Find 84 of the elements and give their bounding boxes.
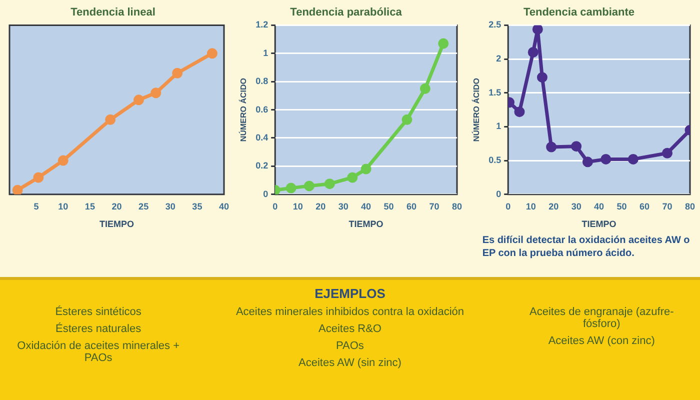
x-axis-title: TIEMPO: [348, 219, 384, 230]
y-tick-label: 1.2: [256, 20, 268, 30]
y-tick-label: 0: [263, 188, 268, 199]
point: [438, 38, 449, 49]
x-tick-label: 40: [218, 201, 229, 212]
point: [600, 154, 612, 164]
x-tick-label: 0: [506, 201, 511, 212]
point: [12, 184, 22, 194]
point: [206, 48, 218, 59]
point: [537, 72, 548, 83]
x-tick-label: 60: [640, 201, 650, 212]
x-tick-label: 50: [384, 201, 394, 212]
x-tick-label: 5: [33, 201, 38, 212]
x-tick-label: 30: [572, 201, 582, 212]
point: [347, 172, 358, 183]
point: [662, 148, 673, 158]
point: [172, 68, 182, 78]
y-tick-label: 1: [496, 121, 502, 132]
x-tick-label: 20: [548, 201, 559, 212]
chart-title: Tendencia parabólica: [290, 6, 403, 19]
text: Aceites AW (con zinc): [547, 335, 656, 347]
point: [402, 114, 412, 125]
text: EJEMPLOS: [314, 286, 386, 301]
text: Ésteres sintéticos: [54, 306, 142, 318]
x-tick-label: 80: [685, 201, 696, 212]
point: [514, 106, 526, 118]
y-tick-label: 0.8: [256, 76, 268, 86]
x-tick-label: 30: [165, 201, 176, 212]
point: [32, 172, 44, 183]
point: [628, 154, 639, 164]
point: [133, 94, 144, 106]
x-tick-label: 20: [316, 201, 326, 212]
x-tick-label: 0: [272, 201, 278, 212]
text: Aceites R&O: [318, 323, 382, 335]
x-tick-label: 35: [192, 201, 202, 212]
y-tick-label: 1.5: [488, 87, 502, 98]
y-tick-label: 0.2: [256, 160, 268, 171]
y-tick-label: 0.4: [256, 132, 268, 142]
text: Aceites minerales inhibidos contra la oxidación: [234, 306, 466, 318]
x-tick-label: 25: [138, 201, 148, 212]
y-tick-label: 2: [496, 54, 502, 64]
text: Es difícil detectar la oxidación aceites AW o EP con la prueba número ácido.: [481, 234, 691, 260]
chart-title: Tendencia lineal: [70, 6, 156, 19]
y-tick-label: 0.6: [256, 104, 268, 114]
x-tick-label: 80: [452, 201, 462, 212]
text: Ésteres naturales: [54, 323, 142, 335]
x-tick-label: 70: [429, 201, 440, 212]
point: [150, 88, 161, 98]
x-tick-label: 10: [58, 201, 68, 212]
y-tick-label: 1: [263, 48, 268, 58]
point: [571, 141, 582, 152]
y-tick-label: 0.5: [488, 155, 502, 166]
point: [324, 178, 335, 190]
chart-title: Tendencia cambiante: [524, 6, 635, 19]
x-tick-label: 10: [292, 201, 303, 212]
point: [104, 114, 116, 125]
point: [532, 25, 544, 35]
point: [582, 156, 594, 168]
x-tick-label: 15: [84, 201, 95, 212]
x-axis-title: TIEMPO: [582, 219, 617, 230]
text: PAOs: [335, 340, 365, 352]
point: [360, 164, 372, 174]
text: Aceites de engranaje (azufre-fósforo): [528, 306, 675, 330]
text: Oxidación de aceites minerales + PAOs: [16, 340, 180, 364]
x-tick-label: 60: [406, 201, 417, 212]
y-axis-title: NÚMERO ÁCIDO: [238, 78, 248, 142]
x-tick-label: 40: [361, 201, 372, 212]
y-tick-label: 0: [496, 188, 502, 199]
x-tick-label: 20: [111, 201, 122, 212]
text: Aceites AW (sin zinc): [298, 357, 402, 369]
x-tick-label: 10: [526, 201, 536, 212]
x-tick-label: 30: [338, 201, 348, 212]
point: [286, 182, 296, 194]
x-tick-label: 50: [617, 201, 628, 212]
point: [304, 180, 314, 192]
y-tick-label: 2.5: [488, 20, 502, 30]
point: [58, 155, 68, 166]
x-tick-label: 40: [594, 201, 604, 212]
x-tick-label: 70: [662, 201, 673, 212]
x-axis-title: TIEMPO: [99, 219, 134, 230]
point: [528, 47, 539, 58]
point: [546, 142, 557, 152]
y-axis-title: NÚMERO ÁCIDO: [471, 78, 482, 142]
point: [420, 83, 430, 94]
